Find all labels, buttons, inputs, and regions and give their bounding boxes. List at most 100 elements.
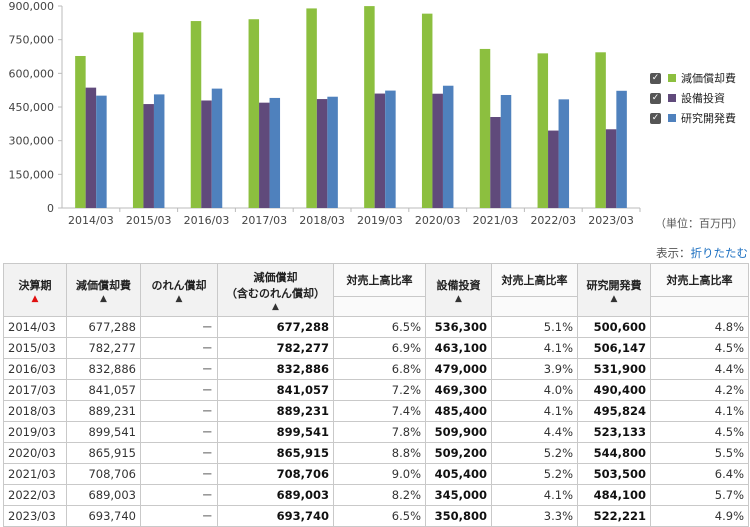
cell-dep-ratio: 7.8%: [333, 421, 426, 443]
bar-capex: [259, 102, 270, 208]
checkbox-icon[interactable]: ✓: [650, 72, 661, 84]
bar-rnd: [153, 94, 165, 208]
bar-rnd: [96, 95, 107, 208]
header-rnd[interactable]: 研究開発費 ▲: [577, 263, 651, 317]
cell-rnd-ratio: 4.4%: [650, 358, 749, 380]
header-label: 減価償却: [253, 270, 298, 284]
cell-dep-incl: 677,288: [217, 316, 334, 338]
bar-depreciation: [595, 52, 606, 208]
cell-rnd: 506,147: [577, 337, 651, 359]
x-tick-label: 2017/03: [241, 214, 287, 227]
checkbox-icon[interactable]: ✓: [650, 112, 661, 124]
cell-period: 2017/03: [3, 379, 67, 401]
bar-capex: [374, 93, 386, 208]
cell-dep-ratio: 6.5%: [333, 316, 426, 338]
header-dep-ratio-pad: [333, 296, 426, 317]
sort-arrow-icon[interactable]: ▲: [610, 293, 618, 304]
legend-item-capex[interactable]: ✓ 設備投資: [650, 90, 736, 106]
sort-arrow-icon[interactable]: ▲: [272, 301, 279, 312]
cell-gw: －: [140, 463, 218, 485]
cell-capex: 345,000: [425, 484, 492, 506]
cell-gw: －: [140, 442, 218, 464]
y-tick-label: 300,000: [9, 135, 55, 148]
table-row: 2023/03 693,740 － 693,740 6.5% 350,800 3.3% 522…: [3, 505, 749, 527]
bar-capex: [432, 93, 443, 208]
header-dep-incl[interactable]: 減価償却 （含むのれん償却） ▲: [217, 263, 334, 317]
header-rnd-ratio-pad: [650, 296, 749, 317]
header-label: 対売上高比率: [666, 274, 733, 287]
table-row: 2014/03 677,288 － 677,288 6.5% 536,300 5.1% 500…: [3, 316, 749, 338]
cell-gw: －: [140, 316, 218, 338]
x-tick-label: 2020/03: [415, 214, 461, 227]
bar-depreciation: [132, 32, 144, 208]
bar-rnd: [211, 88, 223, 208]
y-tick-label: 600,000: [9, 67, 55, 80]
header-capex[interactable]: 設備投資 ▲: [425, 263, 492, 317]
bar-capex: [490, 117, 501, 208]
cell-rnd: 522,221: [577, 505, 651, 527]
x-tick-label: 2016/03: [184, 214, 230, 227]
collapse-link[interactable]: 折りたたむ: [690, 246, 749, 260]
cell-capex: 536,300: [425, 316, 492, 338]
cell-period: 2014/03: [3, 316, 67, 338]
table-body: 2014/03 677,288 － 677,288 6.5% 536,300 5.1% 500…: [3, 316, 749, 527]
cell-capex: 469,300: [425, 379, 492, 401]
unit-label: （単位：百万円）: [655, 217, 743, 230]
sort-arrow-icon[interactable]: ▲: [31, 293, 39, 304]
data-table: 決算期 ▲ 減価償却費 ▲ のれん償却 ▲ 減価償却 （含むのれん償却） ▲ 対売上高比率…: [3, 263, 749, 527]
cell-period: 2021/03: [3, 463, 67, 485]
table-row: 2017/03 841,057 － 841,057 7.2% 469,300 4.0% 490…: [3, 379, 749, 401]
bar-chart: 0 150,000 300,000 450,000 600,000 750,000 900,…: [9, 0, 641, 227]
bar-capex: [316, 99, 328, 208]
table-row: 2022/03 689,003 － 689,003 8.2% 345,000 4.1% 484…: [3, 484, 749, 506]
cell-capex-ratio: 4.1%: [491, 337, 578, 359]
legend-label: 減価償却費: [681, 72, 736, 85]
cell-dep: 782,277: [66, 337, 141, 359]
checkbox-icon[interactable]: ✓: [650, 92, 661, 104]
legend-label: 研究開発費: [681, 112, 736, 125]
cell-dep-ratio: 6.5%: [333, 505, 426, 527]
header-depreciation[interactable]: 減価償却費 ▲: [66, 263, 141, 317]
header-label: 減価償却費: [76, 278, 131, 292]
cell-dep: 708,706: [66, 463, 141, 485]
cell-capex: 509,200: [425, 442, 492, 464]
legend-item-depreciation[interactable]: ✓ 減価償却費: [650, 70, 736, 86]
sort-arrow-icon[interactable]: ▲: [100, 293, 107, 304]
cell-capex: 405,400: [425, 463, 492, 485]
table-row: 2016/03 832,886 － 832,886 6.8% 479,000 3.9% 531…: [3, 358, 749, 380]
table-row: 2021/03 708,706 － 708,706 9.0% 405,400 5.2% 503…: [3, 463, 749, 485]
cell-rnd-ratio: 4.8%: [650, 316, 749, 338]
cell-capex-ratio: 4.0%: [491, 379, 578, 401]
header-label: 研究開発費: [586, 278, 642, 292]
cell-rnd: 490,400: [577, 379, 651, 401]
header-label-sub: （含むのれん償却）: [226, 286, 325, 300]
cell-capex: 463,100: [425, 337, 492, 359]
x-tick-label: 2019/03: [357, 214, 403, 227]
bar-capex: [143, 104, 154, 208]
bar-depreciation: [190, 21, 202, 208]
x-tick-label: 2022/03: [530, 214, 576, 227]
bar-rnd: [616, 90, 627, 208]
cell-gw: －: [140, 358, 218, 380]
cell-rnd-ratio: 5.5%: [650, 442, 749, 464]
legend-item-rnd[interactable]: ✓ 研究開発費: [650, 110, 736, 126]
cell-dep-incl: 865,915: [217, 442, 334, 464]
sort-arrow-icon[interactable]: ▲: [455, 293, 462, 304]
y-tick-label: 150,000: [9, 168, 55, 181]
header-label: 決算期: [18, 278, 52, 292]
cell-rnd: 523,133: [577, 421, 651, 443]
y-tick-label: 750,000: [9, 34, 55, 47]
legend-swatch: [668, 94, 676, 102]
header-period[interactable]: 決算期 ▲: [3, 263, 67, 317]
table-row: 2018/03 889,231 － 889,231 7.4% 485,400 4.1% 495…: [3, 400, 749, 422]
bar-depreciation: [421, 13, 433, 208]
cell-capex-ratio: 5.1%: [491, 316, 578, 338]
header-goodwill[interactable]: のれん償却 ▲: [140, 263, 218, 317]
cell-capex: 509,900: [425, 421, 492, 443]
sort-arrow-icon[interactable]: ▲: [175, 293, 183, 304]
cell-gw: －: [140, 400, 218, 422]
header-dep-ratio: 対売上高比率: [333, 263, 426, 297]
legend-swatch: [668, 114, 676, 122]
cell-capex-ratio: 4.1%: [491, 400, 578, 422]
cell-dep: 693,740: [66, 505, 141, 527]
